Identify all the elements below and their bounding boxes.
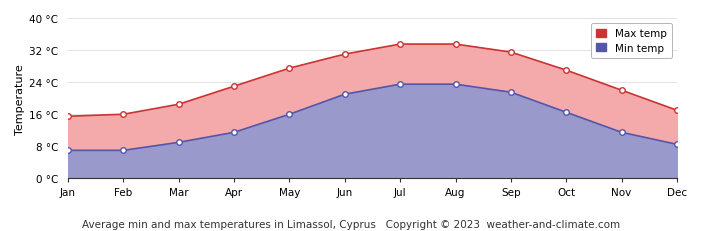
Legend: Max temp, Min temp: Max temp, Min temp — [590, 24, 672, 58]
Text: Average min and max temperatures in Limassol, Cyprus   Copyright © 2023  weather: Average min and max temperatures in Lima… — [82, 219, 620, 229]
Y-axis label: Temperature: Temperature — [15, 64, 25, 134]
